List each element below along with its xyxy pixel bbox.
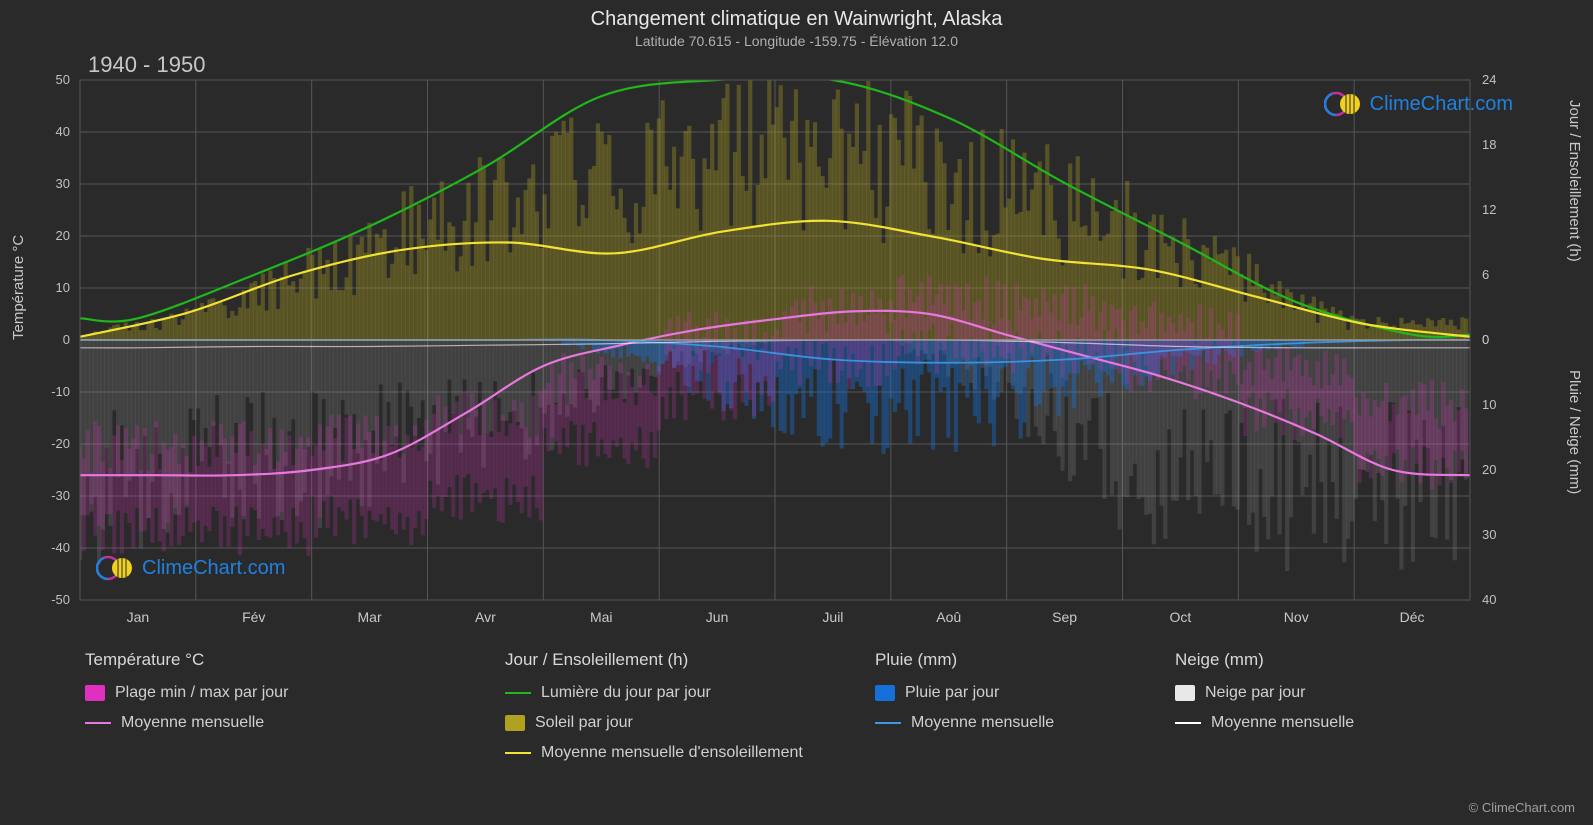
svg-text:20: 20 xyxy=(1482,462,1496,477)
svg-text:30: 30 xyxy=(1482,527,1496,542)
legend-item-temp-range: Plage min / max par jour xyxy=(85,684,505,702)
legend-item-daylight: Lumière du jour par jour xyxy=(505,684,875,702)
swatch-temp-range xyxy=(85,685,105,701)
svg-text:18: 18 xyxy=(1482,137,1496,152)
svg-text:Avr: Avr xyxy=(475,609,496,625)
svg-text:-30: -30 xyxy=(51,488,70,503)
svg-text:-20: -20 xyxy=(51,436,70,451)
svg-text:Fév: Fév xyxy=(242,609,265,625)
svg-text:24: 24 xyxy=(1482,72,1496,87)
swatch-rain-line xyxy=(875,722,901,724)
svg-text:0: 0 xyxy=(1482,332,1489,347)
legend-col-snow: Neige (mm) Neige par jour Moyenne mensue… xyxy=(1175,650,1475,762)
swatch-rain-fill xyxy=(875,685,895,701)
swatch-snow-line xyxy=(1175,722,1201,724)
svg-text:50: 50 xyxy=(56,72,70,87)
swatch-sun-line xyxy=(505,752,531,754)
legend-item-sun-avg: Moyenne mensuelle d'ensoleillement xyxy=(505,744,875,762)
legend-item-snow-daily: Neige par jour xyxy=(1175,684,1475,702)
svg-text:-50: -50 xyxy=(51,592,70,607)
svg-text:Oct: Oct xyxy=(1170,609,1192,625)
logo-text: ClimeChart.com xyxy=(1370,93,1513,116)
legend-label: Moyenne mensuelle xyxy=(121,714,264,732)
legend-head-day: Jour / Ensoleillement (h) xyxy=(505,650,875,670)
logo-watermark-top: ClimeChart.com xyxy=(1324,90,1513,118)
svg-text:12: 12 xyxy=(1482,202,1496,217)
svg-text:Jan: Jan xyxy=(127,609,150,625)
svg-text:-10: -10 xyxy=(51,384,70,399)
legend: Température °C Plage min / max par jour … xyxy=(85,650,1525,762)
legend-item-rain-daily: Pluie par jour xyxy=(875,684,1175,702)
legend-label: Pluie par jour xyxy=(905,684,999,702)
logo-watermark-bottom: ClimeChart.com xyxy=(96,554,285,582)
legend-label: Moyenne mensuelle xyxy=(911,714,1054,732)
legend-label: Soleil par jour xyxy=(535,714,633,732)
svg-text:6: 6 xyxy=(1482,267,1489,282)
svg-text:-40: -40 xyxy=(51,540,70,555)
legend-col-rain: Pluie (mm) Pluie par jour Moyenne mensue… xyxy=(875,650,1175,762)
legend-label: Neige par jour xyxy=(1205,684,1306,702)
svg-text:Mar: Mar xyxy=(358,609,382,625)
svg-text:Mai: Mai xyxy=(590,609,613,625)
legend-label: Lumière du jour par jour xyxy=(541,684,711,702)
svg-text:Aoû: Aoû xyxy=(936,609,961,625)
legend-item-snow-avg: Moyenne mensuelle xyxy=(1175,714,1475,732)
svg-text:Juil: Juil xyxy=(822,609,843,625)
svg-text:Sep: Sep xyxy=(1052,609,1077,625)
logo-text: ClimeChart.com xyxy=(142,557,285,580)
swatch-sun-fill xyxy=(505,715,525,731)
svg-text:40: 40 xyxy=(1482,592,1496,607)
legend-head-snow: Neige (mm) xyxy=(1175,650,1475,670)
svg-text:Nov: Nov xyxy=(1284,609,1309,625)
legend-col-daylight: Jour / Ensoleillement (h) Lumière du jou… xyxy=(505,650,875,762)
swatch-snow-fill xyxy=(1175,685,1195,701)
climate-chart: Changement climatique en Wainwright, Ala… xyxy=(0,0,1593,825)
svg-text:40: 40 xyxy=(56,124,70,139)
swatch-temp-line xyxy=(85,722,111,724)
svg-text:10: 10 xyxy=(56,280,70,295)
svg-text:Jun: Jun xyxy=(706,609,729,625)
svg-text:20: 20 xyxy=(56,228,70,243)
legend-item-sun-daily: Soleil par jour xyxy=(505,714,875,732)
swatch-daylight-line xyxy=(505,692,531,694)
legend-head-temp: Température °C xyxy=(85,650,505,670)
legend-head-rain: Pluie (mm) xyxy=(875,650,1175,670)
svg-text:0: 0 xyxy=(63,332,70,347)
copyright-text: © ClimeChart.com xyxy=(1469,800,1575,815)
svg-text:Déc: Déc xyxy=(1400,609,1425,625)
svg-text:10: 10 xyxy=(1482,397,1496,412)
legend-item-rain-avg: Moyenne mensuelle xyxy=(875,714,1175,732)
legend-label: Moyenne mensuelle xyxy=(1211,714,1354,732)
legend-item-temp-avg: Moyenne mensuelle xyxy=(85,714,505,732)
legend-label: Moyenne mensuelle d'ensoleillement xyxy=(541,744,803,762)
legend-col-temperature: Température °C Plage min / max par jour … xyxy=(85,650,505,762)
legend-label: Plage min / max par jour xyxy=(115,684,288,702)
svg-text:30: 30 xyxy=(56,176,70,191)
